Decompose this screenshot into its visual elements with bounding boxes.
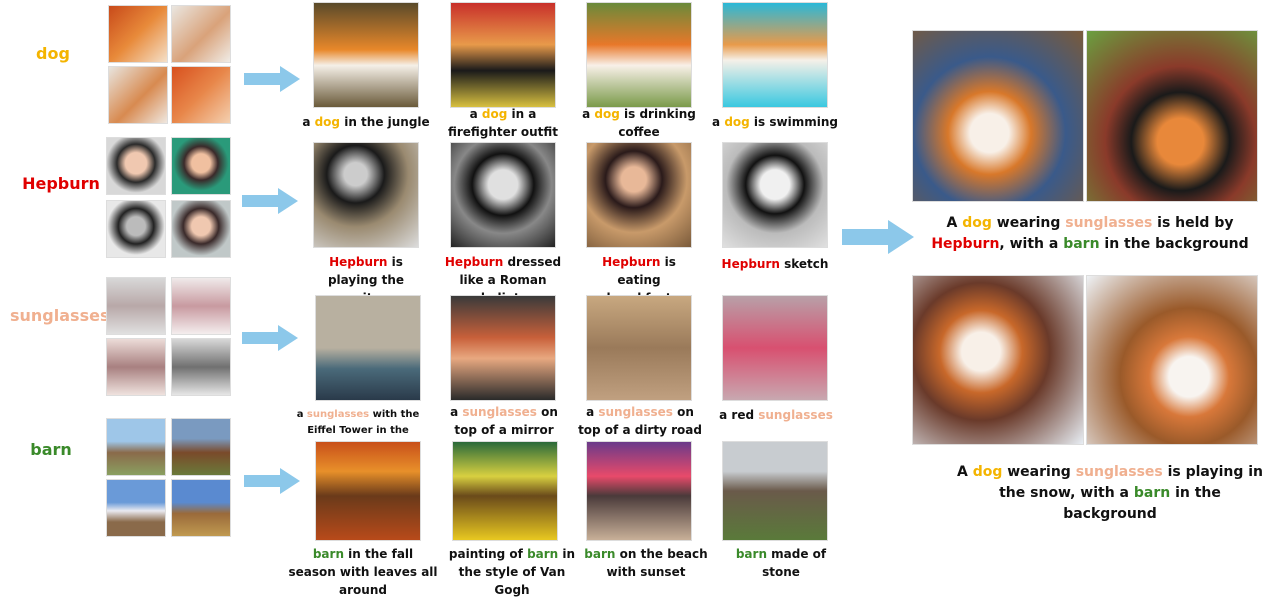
hepburn-reference-image [106, 200, 166, 258]
barn-reference-image [171, 479, 231, 537]
caption-sunglasses-2: a sunglasses on top of a mirror [450, 405, 558, 437]
caption-hepburn-3: Hepburn is eating breakfast [602, 255, 676, 305]
caption-barn-2: painting of barn in the style of Van Gog… [448, 547, 576, 597]
sunglasses-reference-image [106, 277, 166, 335]
caption-barn-1: barn in the fall season with leaves all … [288, 547, 438, 597]
caption-barn-4: barn made of stone [735, 547, 827, 579]
generated-image-sunglasses-road [586, 295, 692, 401]
caption-dog-1: a dog in the jungle [302, 115, 430, 129]
barn-reference-image [106, 479, 166, 537]
arrow-right-icon [242, 325, 298, 351]
caption-dog-2: a dog in a firefighter outfit [447, 107, 559, 139]
generated-image-hepburn-sketch [722, 142, 828, 248]
combined-image-snow-2 [1086, 275, 1258, 445]
arrow-right-icon [244, 468, 300, 494]
combined-image-snow-1 [912, 275, 1084, 445]
caption-dog-4: a dog is swimming [712, 115, 838, 129]
sunglasses-reference-image [106, 338, 166, 396]
concept-label-barn: barn [30, 440, 72, 459]
sunglasses-reference-image [171, 277, 231, 335]
generated-image-barn-stone [722, 441, 828, 541]
generated-image-dog-firefighter [450, 2, 556, 108]
arrow-right-icon [242, 188, 298, 214]
generated-image-sunglasses-mirror [450, 295, 556, 401]
dog-reference-image [171, 5, 231, 63]
caption-sunglasses-3: a sunglasses on top of a dirty road [578, 405, 702, 437]
generated-image-sunglasses-eiffel [315, 295, 421, 401]
combined-image-held-by-hepburn-1 [912, 30, 1084, 202]
caption-combined-1: A dog wearing sunglasses is held by Hepb… [931, 215, 1249, 252]
generated-image-hepburn-breakfast [586, 142, 692, 248]
generated-image-hepburn-gladiator [450, 142, 556, 248]
concept-label-hepburn: Hepburn [22, 174, 100, 193]
hepburn-reference-image [171, 137, 231, 195]
dog-reference-image [108, 66, 168, 124]
caption-barn-3: barn on the beach with sunset [584, 547, 708, 579]
hepburn-reference-image [171, 200, 231, 258]
concept-label-dog: dog [36, 44, 70, 63]
arrow-right-icon [244, 66, 300, 92]
sunglasses-reference-image [171, 338, 231, 396]
generated-image-dog-jungle [313, 2, 419, 108]
caption-sunglasses-4: a red sunglasses [719, 408, 833, 422]
barn-reference-image [106, 418, 166, 476]
caption-combined-2: A dog wearing sunglasses is playing in t… [956, 464, 1264, 522]
combined-image-held-by-hepburn-2 [1086, 30, 1258, 202]
generated-image-barn-beach [586, 441, 692, 541]
caption-dog-3: a dog is drinking coffee [582, 107, 696, 139]
barn-reference-image [171, 418, 231, 476]
arrow-right-icon [842, 220, 914, 254]
generated-image-dog-swimming [722, 2, 828, 108]
generated-image-barn-fall [315, 441, 421, 541]
caption-hepburn-4: Hepburn sketch [721, 257, 829, 271]
generated-image-dog-coffee [586, 2, 692, 108]
dog-reference-image [171, 66, 231, 124]
generated-image-barn-van-gogh [452, 441, 558, 541]
generated-image-sunglasses-red [722, 295, 828, 401]
dog-reference-image [108, 5, 168, 63]
generated-image-hepburn-guitar [313, 142, 419, 248]
hepburn-reference-image [106, 137, 166, 195]
concept-label-sunglasses: sunglasses [10, 306, 110, 325]
